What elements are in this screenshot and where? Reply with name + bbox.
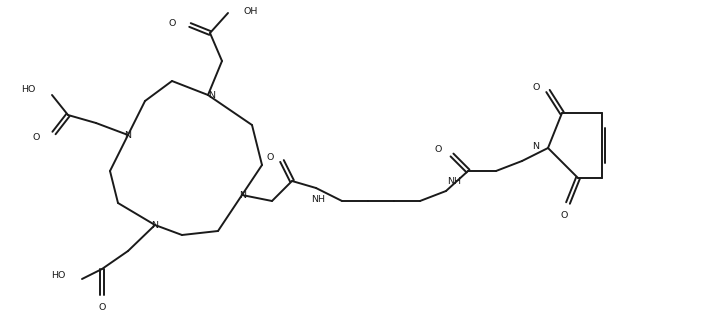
Text: HO: HO — [51, 270, 66, 279]
Text: O: O — [169, 18, 176, 27]
Text: OH: OH — [244, 6, 259, 16]
Text: O: O — [32, 132, 40, 141]
Text: O: O — [98, 303, 105, 311]
Text: N: N — [152, 221, 158, 230]
Text: N: N — [240, 191, 247, 200]
Text: NH: NH — [447, 176, 461, 185]
Text: O: O — [434, 144, 441, 153]
Text: N: N — [124, 130, 131, 140]
Text: O: O — [266, 152, 273, 162]
Text: N: N — [209, 90, 216, 99]
Text: N: N — [532, 141, 539, 151]
Text: O: O — [532, 82, 540, 91]
Text: O: O — [560, 211, 568, 220]
Text: HO: HO — [22, 85, 36, 93]
Text: NH: NH — [311, 195, 325, 204]
